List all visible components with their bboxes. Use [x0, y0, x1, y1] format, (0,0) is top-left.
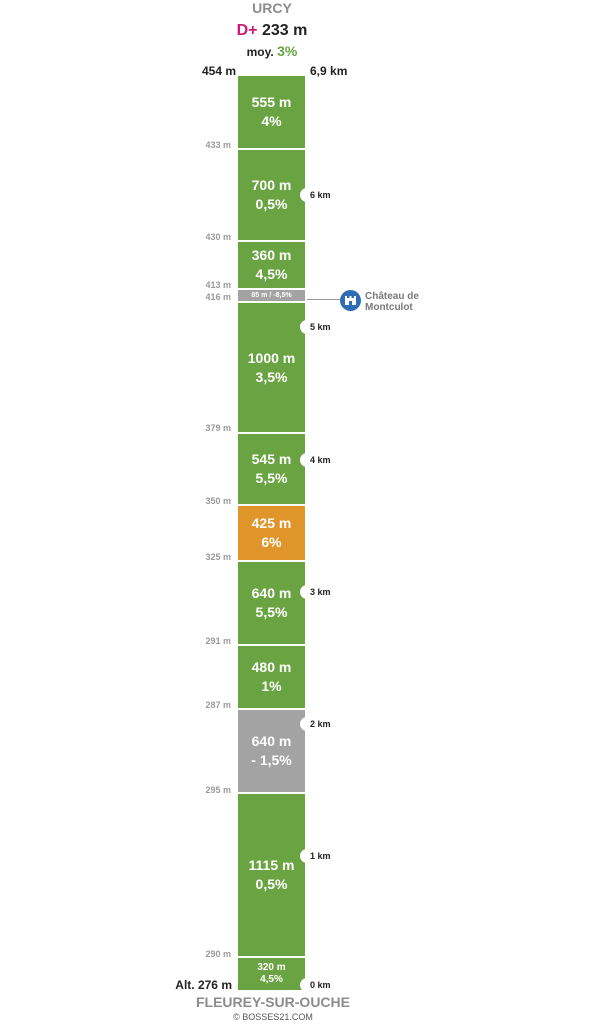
km-marker: 5 km — [300, 320, 331, 334]
altitude-label: 413 m — [205, 280, 231, 290]
segment-grade: 5,5% — [255, 604, 288, 620]
segment-length: 1000 m — [247, 349, 296, 366]
gain-value: 233 m — [261, 22, 308, 39]
segment-length: 480 m — [251, 659, 292, 676]
altitude-label: 433 m — [205, 140, 231, 150]
altitude-label: 416 m — [205, 292, 231, 302]
segment-6: 545 m 5,5% — [238, 434, 305, 504]
avg-value: 3% — [277, 43, 298, 59]
poi-label: Château de Montculot — [365, 291, 435, 313]
segment-grade: - 1,5% — [251, 752, 292, 768]
credit: © BOSSES21.COM — [233, 1012, 313, 1022]
start-town: FLEUREY-SUR-OUCHE — [195, 994, 350, 1010]
start-altitude: Alt. 276 m — [175, 978, 232, 992]
segment-length: 700 m — [251, 177, 292, 194]
segment-length: 425 m — [251, 515, 292, 532]
segment-1: 555 m 4% — [238, 76, 305, 148]
segment-8: 640 m 5,5% — [238, 562, 305, 644]
segment-grade: 4% — [261, 113, 282, 129]
poi-label-line2: Montculot — [365, 302, 413, 313]
poi-connector — [307, 299, 340, 300]
altitude-label: 287 m — [205, 700, 231, 710]
poi-label-line1: Château de — [365, 291, 419, 302]
top-altitude: 454 m — [201, 64, 236, 78]
altitude-label: 291 m — [205, 636, 231, 646]
segment-9: 480 m 1% — [238, 646, 305, 708]
avg-prefix: moy. — [246, 45, 274, 59]
km-marker: 4 km — [300, 453, 331, 467]
segment-grade: 1% — [261, 678, 282, 694]
segment-length: 85 m — [251, 291, 268, 299]
segment-grade: 0,5% — [255, 196, 288, 212]
summit-name: URCY — [252, 0, 292, 16]
km-marker: 0 km — [300, 978, 331, 992]
km-marker: 2 km — [300, 717, 331, 731]
segment-12: 320 m 4,5% — [238, 958, 305, 990]
altitude-label: 430 m — [205, 232, 231, 242]
segment-grade: 4,5% — [260, 974, 283, 985]
segment-7: 425 m 6% — [238, 506, 305, 560]
segment-grade: 4,5% — [255, 266, 288, 282]
km-marker: 6 km — [300, 188, 331, 202]
elevation-gain: D+ 233 m — [212, 22, 332, 40]
segment-grade: -8,5% — [273, 291, 292, 299]
castle-icon — [340, 290, 361, 311]
km-marker: 3 km — [300, 585, 331, 599]
segment-length: 555 m — [251, 94, 292, 111]
altitude-label: 350 m — [205, 496, 231, 506]
segment-grade: 5,5% — [255, 470, 288, 486]
altitude-label: 295 m — [205, 785, 231, 795]
segment-length: 360 m — [251, 247, 292, 264]
gain-prefix: D+ — [236, 22, 258, 39]
average-grade: moy. 3% — [212, 43, 332, 59]
segment-grade: 0,5% — [255, 876, 288, 892]
segment-3: 360 m 4,5% — [238, 242, 305, 288]
altitude-label: 325 m — [205, 552, 231, 562]
km-marker: 1 km — [300, 849, 331, 863]
segment-length: 640 m — [251, 733, 292, 750]
segment-grade: 3,5% — [255, 368, 288, 385]
segment-5: 1000 m 3,5% — [238, 303, 305, 432]
total-distance: 6,9 km — [310, 64, 348, 78]
segment-length: 320 m — [257, 962, 286, 973]
segment-grade: 6% — [261, 534, 282, 550]
segment-length: 640 m — [251, 585, 292, 602]
segment-10: 640 m - 1,5% — [238, 710, 305, 792]
segment-length: 1115 m — [248, 857, 295, 874]
segment-4: 85 m / -8,5% — [238, 290, 305, 301]
segment-length: 545 m — [251, 451, 292, 468]
altitude-label: 290 m — [205, 949, 231, 959]
segment-11: 1115 m 0,5% — [238, 794, 305, 956]
altitude-label: 379 m — [205, 423, 231, 433]
segment-2: 700 m 0,5% — [238, 150, 305, 240]
